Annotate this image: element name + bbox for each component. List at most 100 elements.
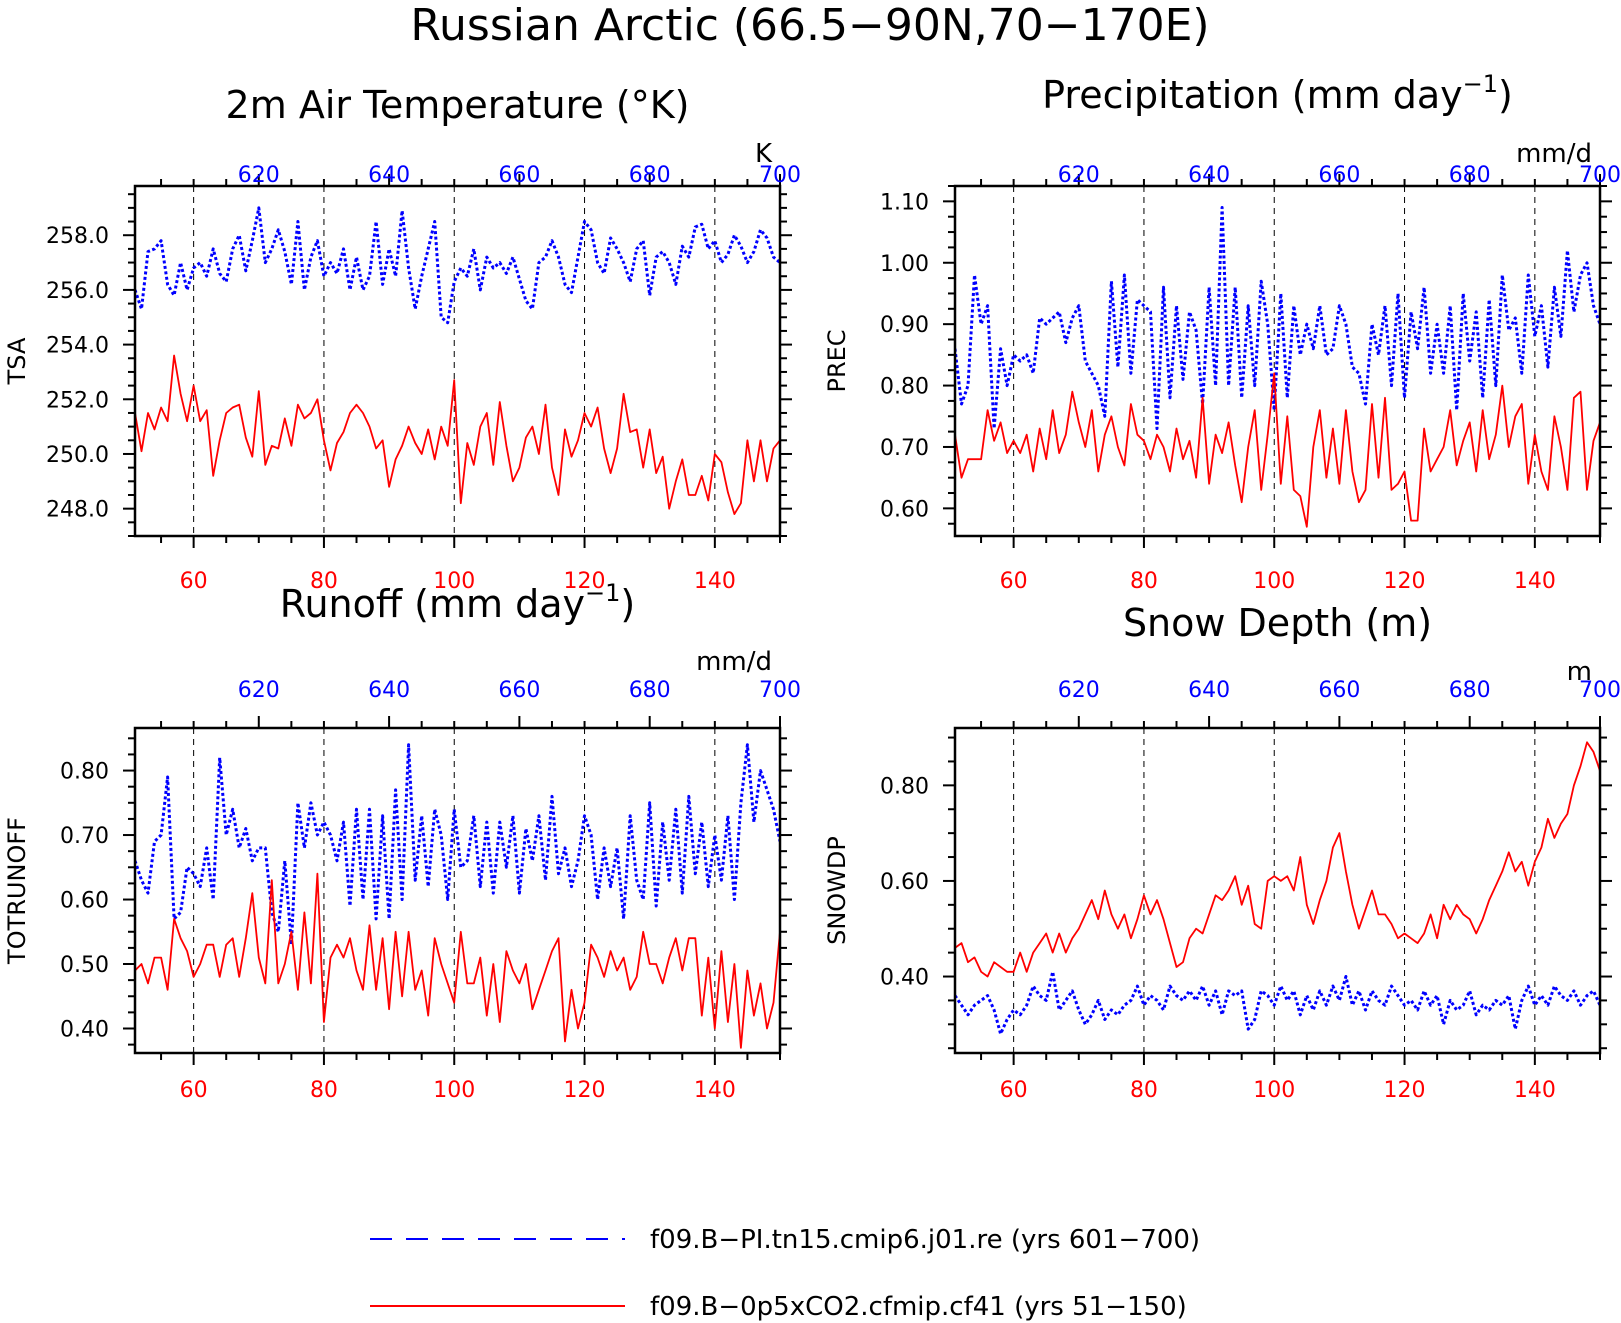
plot-frame <box>953 726 1602 1055</box>
x-top-tick-label: 680 <box>629 163 671 188</box>
y-tick-label: 0.70 <box>880 436 929 461</box>
x-bottom-tick-label: 140 <box>1514 569 1556 594</box>
panel-air-temperature: 2m Air Temperature (°K) K TSA 60 80 100 120 140… <box>3 83 801 594</box>
y-tick-label: 0.40 <box>880 966 929 991</box>
y-tick-label: 0.70 <box>60 824 109 849</box>
y-tick-label: 0.60 <box>880 497 929 522</box>
panel-title: 2m Air Temperature (°K) <box>226 83 690 127</box>
x-top-tick-label: 620 <box>238 163 280 188</box>
y-tick-label: 0.50 <box>60 953 109 978</box>
x-top-tick-label: 700 <box>1579 678 1621 703</box>
x-top-tick-label: 660 <box>1318 678 1360 703</box>
panel-title-text: Snow Depth (m) <box>1123 601 1432 645</box>
x-top-tick-label: 640 <box>1188 163 1230 188</box>
panel-title: Snow Depth (m) <box>1123 601 1432 645</box>
x-bottom-tick-label: 60 <box>1000 569 1028 594</box>
x-top-tick-label: 660 <box>1318 163 1360 188</box>
series-line-red <box>135 354 780 515</box>
y-axis-label: PREC <box>823 329 851 392</box>
panel-snow-depth: Snow Depth (m) m SNOWDP 60 80 100 120 140 620 640… <box>823 601 1621 1103</box>
x-bottom-tick-label: 60 <box>180 1078 208 1103</box>
panel-title: Runoff (mm day−1) <box>280 579 635 626</box>
unit-label: K <box>755 139 773 169</box>
legend-label-blue: f09.B−PI.tn15.cmip6.j01.re (yrs 601−700) <box>650 1225 1200 1255</box>
panel-title-text: 2m Air Temperature (°K) <box>226 83 690 127</box>
panel-title-superscript: −1 <box>1463 70 1498 98</box>
plot-frame <box>133 184 782 538</box>
panel-title-end: ) <box>1498 73 1513 117</box>
series-line-blue <box>955 206 1600 430</box>
x-bottom-tick-label: 60 <box>180 569 208 594</box>
unit-label: m <box>1567 657 1592 687</box>
x-bottom-tick-label: 120 <box>564 569 606 594</box>
legend: f09.B−PI.tn15.cmip6.j01.re (yrs 601−700)… <box>370 1225 1200 1322</box>
x-bottom-tick-label: 60 <box>1000 1078 1028 1103</box>
panel-title-text: Precipitation (mm day <box>1042 73 1462 117</box>
y-tick-label: 256.0 <box>46 279 109 304</box>
y-tick-label: 0.60 <box>880 870 929 895</box>
x-top-tick-label: 700 <box>759 678 801 703</box>
x-top-tick-label: 660 <box>498 163 540 188</box>
y-tick-label: 0.60 <box>60 889 109 914</box>
x-bottom-tick-label: 140 <box>694 569 736 594</box>
series-line-red <box>955 372 1600 528</box>
x-top-tick-label: 700 <box>1579 163 1621 188</box>
x-bottom-tick-label: 80 <box>1130 569 1158 594</box>
panel-title-text: Runoff (mm day <box>280 582 585 626</box>
x-bottom-tick-label: 120 <box>1384 1078 1426 1103</box>
x-top-tick-label: 640 <box>368 163 410 188</box>
x-bottom-tick-label: 140 <box>694 1078 736 1103</box>
y-tick-label: 258.0 <box>46 224 109 249</box>
figure-title: Russian Arctic (66.5−90N,70−170E) <box>410 0 1209 51</box>
x-bottom-tick-label: 80 <box>310 569 338 594</box>
panel-title-superscript: −1 <box>585 579 620 607</box>
x-bottom-tick-label: 120 <box>1384 569 1426 594</box>
y-tick-label: 250.0 <box>46 443 109 468</box>
x-bottom-tick-label: 140 <box>1514 1078 1556 1103</box>
x-bottom-tick-label: 100 <box>433 569 475 594</box>
y-axis-label: TOTRUNOFF <box>3 817 31 965</box>
y-tick-label: 252.0 <box>46 388 109 413</box>
unit-label: mm/d <box>696 647 772 677</box>
series-line-blue <box>955 970 1600 1036</box>
x-bottom-tick-label: 100 <box>1253 569 1295 594</box>
plot-frame <box>953 184 1602 538</box>
x-top-tick-label: 680 <box>629 678 671 703</box>
x-bottom-tick-label: 80 <box>1130 1078 1158 1103</box>
x-bottom-tick-label: 100 <box>1253 1078 1295 1103</box>
y-axis-label: SNOWDP <box>823 836 851 945</box>
x-top-tick-label: 680 <box>1449 163 1491 188</box>
x-top-tick-label: 620 <box>1058 678 1100 703</box>
y-tick-label: 0.80 <box>880 375 929 400</box>
series-line-red <box>955 741 1600 978</box>
x-bottom-tick-label: 100 <box>433 1078 475 1103</box>
x-top-tick-label: 640 <box>1188 678 1230 703</box>
y-tick-label: 254.0 <box>46 334 109 359</box>
panel-runoff: Runoff (mm day−1) mm/d TOTRUNOFF 60 80 100 120… <box>3 579 801 1103</box>
series-line-blue <box>135 206 780 325</box>
y-tick-label: 0.80 <box>60 760 109 785</box>
panel-title-end: ) <box>620 582 635 626</box>
x-top-tick-label: 620 <box>1058 163 1100 188</box>
x-top-tick-label: 700 <box>759 163 801 188</box>
x-bottom-tick-label: 120 <box>564 1078 606 1103</box>
legend-label-red: f09.B−0p5xCO2.cfmip.cf41 (yrs 51−150) <box>650 1292 1187 1322</box>
y-axis-label: TSA <box>3 337 31 385</box>
plot-frame <box>133 726 782 1055</box>
y-tick-label: 1.00 <box>880 252 929 277</box>
x-bottom-tick-label: 80 <box>310 1078 338 1103</box>
series-line-red <box>135 872 780 1049</box>
y-tick-label: 0.90 <box>880 313 929 338</box>
y-tick-label: 248.0 <box>46 498 109 523</box>
x-top-tick-label: 680 <box>1449 678 1491 703</box>
series-line-blue <box>135 743 780 947</box>
panel-title: Precipitation (mm day−1) <box>1042 70 1513 117</box>
y-tick-label: 1.10 <box>880 190 929 215</box>
x-top-tick-label: 640 <box>368 678 410 703</box>
unit-label: mm/d <box>1516 139 1592 169</box>
y-tick-label: 0.80 <box>880 774 929 799</box>
panel-precipitation: Precipitation (mm day−1)mm/d PREC 60 80 100 1… <box>823 70 1621 594</box>
x-top-tick-label: 660 <box>498 678 540 703</box>
x-top-tick-label: 620 <box>238 678 280 703</box>
